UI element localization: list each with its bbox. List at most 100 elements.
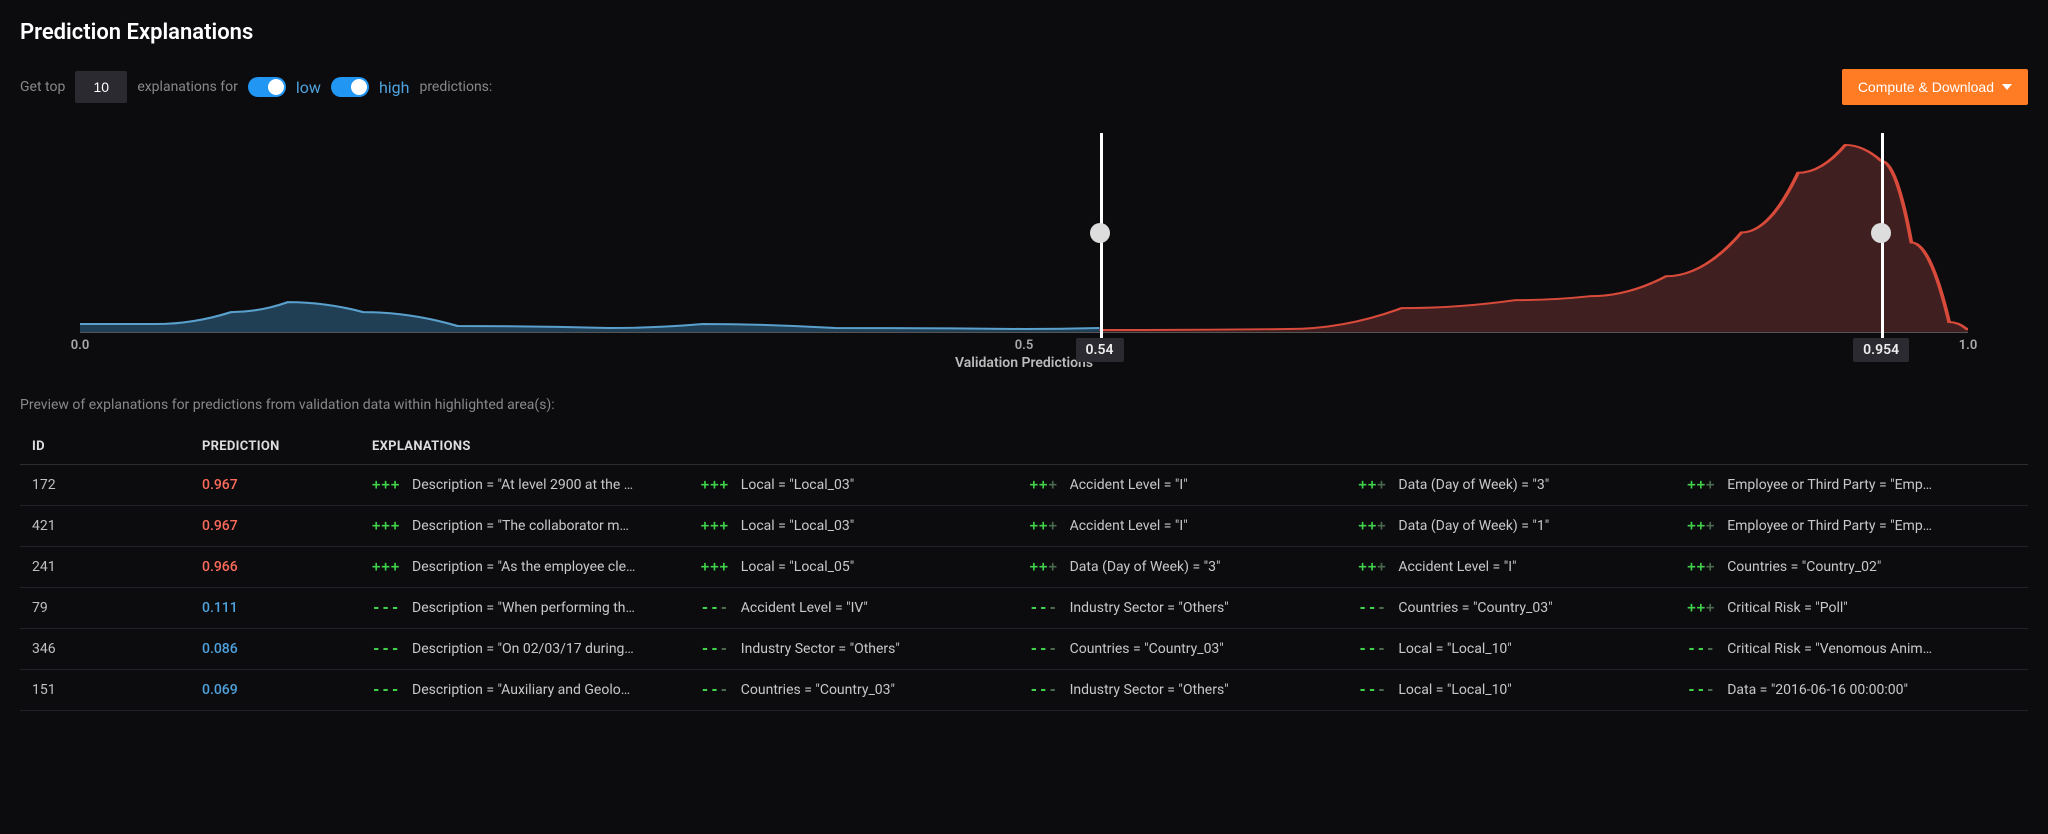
- explanation-item: --- Local = "Local_10": [1358, 682, 1687, 698]
- explanation-item: +++Data (Day of Week) = "3": [1358, 477, 1687, 493]
- explanation-text: Critical Risk = "Venomous Anim…: [1727, 641, 1932, 657]
- explanation-item: +++Critical Risk = "Poll": [1687, 600, 2016, 616]
- explanation-item: +++Employee or Third Party = "Emp…: [1687, 477, 2016, 493]
- minus-indicator-icon: ---: [372, 600, 406, 616]
- explanation-item: --- Countries = "Country_03": [1358, 600, 1687, 616]
- top-n-input[interactable]: [75, 71, 127, 103]
- low-toggle[interactable]: [248, 77, 286, 97]
- high-toggle[interactable]: [331, 77, 369, 97]
- minus-indicator-icon: ---: [1358, 682, 1392, 698]
- cell-prediction: 0.967: [202, 477, 372, 493]
- explanation-text: Accident Level = "I": [1398, 559, 1516, 575]
- minus-indicator-icon: ---: [701, 641, 735, 657]
- cell-prediction: 0.069: [202, 682, 372, 698]
- explanation-text: Local = "Local_03": [741, 477, 854, 493]
- plus-indicator-icon: +++: [1030, 559, 1064, 575]
- plus-indicator-icon: +++: [372, 477, 406, 493]
- explanation-text: Accident Level = "I": [1070, 477, 1188, 493]
- cell-prediction: 0.967: [202, 518, 372, 534]
- x-axis-label: Validation Predictions: [80, 355, 1968, 371]
- explanation-text: Local = "Local_03": [741, 518, 854, 534]
- explanation-item: +++Description = "As the employee cle…: [372, 559, 701, 575]
- table-row[interactable]: 3460.086---Description = "On 02/03/17 du…: [20, 629, 2028, 670]
- explanation-item: ---Description = "Auxiliary and Geolo…: [372, 682, 701, 698]
- chevron-down-icon: [2002, 84, 2012, 90]
- plus-indicator-icon: +++: [1030, 518, 1064, 534]
- explanation-text: Accident Level = "IV": [741, 600, 868, 616]
- explanation-item: ---Industry Sector = "Others": [1030, 682, 1359, 698]
- header-id[interactable]: ID: [32, 439, 202, 454]
- explanation-item: +++ Local = "Local_05": [701, 559, 1030, 575]
- table-row[interactable]: 4210.967+++Description = "The collaborat…: [20, 506, 2028, 547]
- plus-indicator-icon: +++: [1687, 518, 1721, 534]
- explanation-item: --- Local = "Local_10": [1358, 641, 1687, 657]
- header-prediction[interactable]: PREDICTION: [202, 439, 372, 454]
- minus-indicator-icon: ---: [701, 682, 735, 698]
- cell-explanations: --- Description = "On 02/03/17 during… ---…: [372, 641, 2016, 657]
- plus-indicator-icon: +++: [372, 518, 406, 534]
- minus-indicator-icon: ---: [372, 682, 406, 698]
- table-body: 1720.967+++Description = "At level 2900 …: [20, 465, 2028, 711]
- minus-indicator-icon: ---: [701, 600, 735, 616]
- explanation-text: Critical Risk = "Poll": [1727, 600, 1848, 616]
- explanation-text: Local = "Local_10": [1398, 682, 1511, 698]
- page-title: Prediction Explanations: [20, 20, 2028, 45]
- explanation-text: Countries = "Country_03": [741, 682, 895, 698]
- cell-prediction: 0.086: [202, 641, 372, 657]
- get-top-label: Get top: [20, 79, 65, 95]
- explanation-item: +++ Accident Level = "I": [1030, 518, 1359, 534]
- plus-indicator-icon: +++: [701, 559, 735, 575]
- explanation-text: Local = "Local_10": [1398, 641, 1511, 657]
- cell-explanations: +++Description = "The collaborator m…+++…: [372, 518, 2016, 534]
- slider-high-handle[interactable]: [1871, 223, 1891, 243]
- explanation-text: Countries = "Country_03": [1398, 600, 1552, 616]
- cell-explanations: +++Description = "As the employee cle…++…: [372, 559, 2016, 575]
- table-row[interactable]: 790.111---Description = "When performing…: [20, 588, 2028, 629]
- explanation-text: Description = "On 02/03/17 during…: [412, 641, 634, 657]
- explanation-text: Data (Day of Week) = "3": [1070, 559, 1221, 575]
- explanation-text: Industry Sector = "Others": [1070, 600, 1229, 616]
- cell-explanations: ---Description = "Auxiliary and Geolo…--…: [372, 682, 2016, 698]
- explanation-item: +++Accident Level = "I": [1358, 559, 1687, 575]
- minus-indicator-icon: ---: [1358, 641, 1392, 657]
- explanations-for-label: explanations for: [137, 79, 238, 95]
- slider-low-handle[interactable]: [1090, 223, 1110, 243]
- minus-indicator-icon: ---: [372, 641, 406, 657]
- explanation-item: ---Industry Sector = "Others": [701, 641, 1030, 657]
- slider-low-value: 0.54: [1076, 338, 1124, 362]
- explanation-text: Description = "At level 2900 at the …: [412, 477, 633, 493]
- chart-svg: [80, 133, 1968, 332]
- density-chart[interactable]: 0.00.51.00.540.954: [80, 133, 1968, 333]
- table-row[interactable]: 1510.069---Description = "Auxiliary and …: [20, 670, 2028, 711]
- explanation-text: Description = "When performing th…: [412, 600, 635, 616]
- explanation-text: Local = "Local_05": [741, 559, 854, 575]
- table-row[interactable]: 2410.966+++Description = "As the employe…: [20, 547, 2028, 588]
- explanation-text: Employee or Third Party = "Emp…: [1727, 477, 1932, 493]
- explanations-table: ID PREDICTION EXPLANATIONS 1720.967+++De…: [20, 429, 2028, 711]
- chart-container: 0.00.51.00.540.954 Validation Prediction…: [20, 133, 2028, 371]
- x-tick-label: 1.0: [1959, 332, 1978, 353]
- header-explanations: EXPLANATIONS: [372, 439, 2016, 454]
- cell-id: 79: [32, 600, 202, 616]
- explanation-item: +++ Description = "The collaborator m…: [372, 518, 701, 534]
- explanation-text: Countries = "Country_03": [1070, 641, 1224, 657]
- minus-indicator-icon: ---: [1030, 600, 1064, 616]
- explanation-item: +++Countries = "Country_02": [1687, 559, 2016, 575]
- explanation-text: Description = "The collaborator m…: [412, 518, 629, 534]
- cell-id: 421: [32, 518, 202, 534]
- table-row[interactable]: 1720.967+++Description = "At level 2900 …: [20, 465, 2028, 506]
- table-header: ID PREDICTION EXPLANATIONS: [20, 429, 2028, 465]
- explanation-item: +++ Description = "At level 2900 at the …: [372, 477, 701, 493]
- controls-row: Get top explanations for low high predic…: [20, 69, 2028, 105]
- cell-id: 241: [32, 559, 202, 575]
- explanation-item: +++Accident Level = "I": [1030, 477, 1359, 493]
- minus-indicator-icon: ---: [1358, 600, 1392, 616]
- plus-indicator-icon: +++: [1358, 518, 1392, 534]
- explanation-item: +++Employee or Third Party = "Emp…: [1687, 518, 2016, 534]
- explanation-text: Accident Level = "I": [1070, 518, 1188, 534]
- plus-indicator-icon: +++: [701, 477, 735, 493]
- compute-download-button[interactable]: Compute & Download: [1842, 69, 2028, 105]
- explanation-item: +++ Local = "Local_03": [701, 477, 1030, 493]
- explanation-item: --- Industry Sector = "Others": [1030, 600, 1359, 616]
- minus-indicator-icon: ---: [1030, 641, 1064, 657]
